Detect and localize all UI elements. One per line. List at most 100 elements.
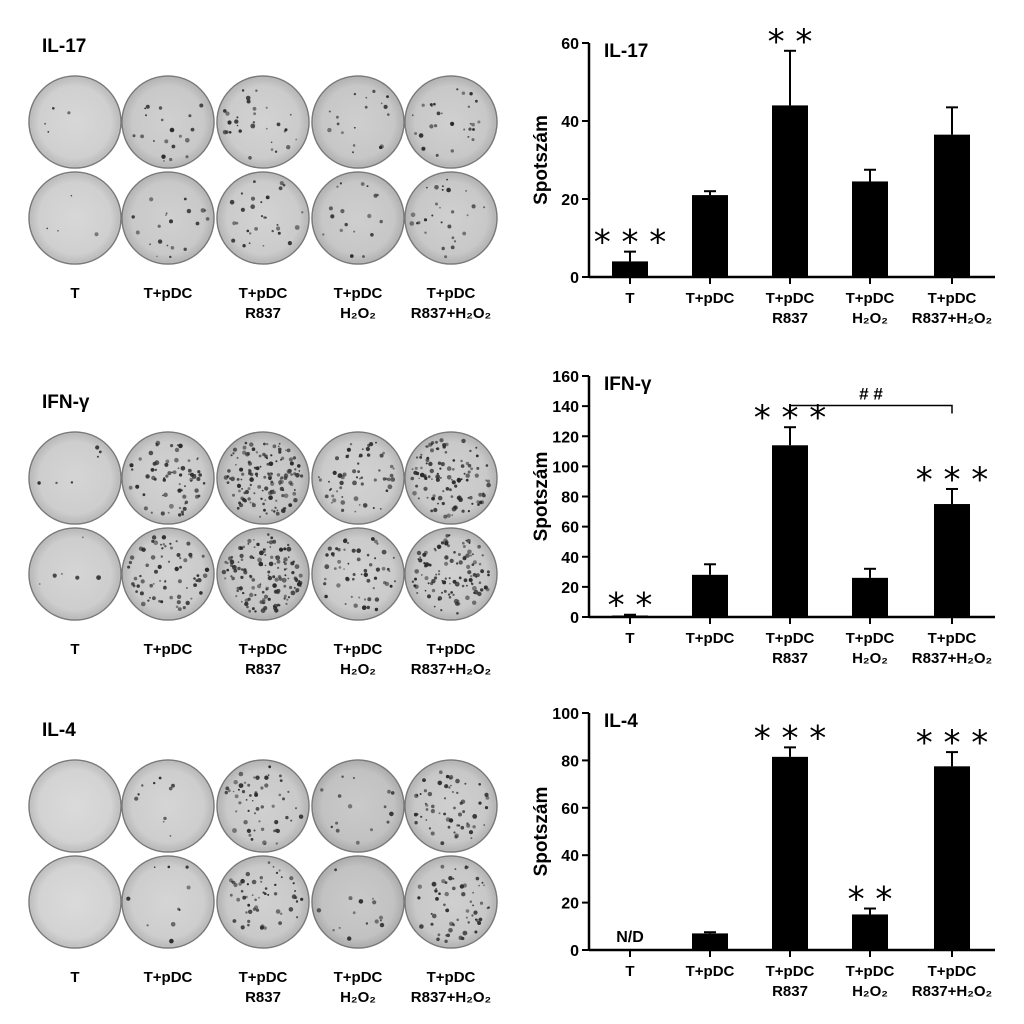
x-tick-label: H₂O₂ (852, 310, 888, 327)
plate-column-label: R837+H₂O₂ (411, 989, 491, 1006)
y-tick-label: 60 (561, 801, 579, 818)
y-tick-label: 40 (561, 550, 579, 567)
plate-column-label: R837 (245, 661, 281, 678)
elispot-plates: IL-17 T T+pDC T+pDC R837 T+pDC H₂O₂ T+pDC R837+H… (28, 36, 498, 1006)
bar (772, 105, 808, 278)
significance-marker: * * (608, 586, 653, 626)
plate-panel: IL-4 T T+pDC T+pDC R837 T+pDC H₂O₂ T+pDC R837+H₂… (28, 720, 498, 1006)
x-tick-label: T+pDC (928, 290, 977, 307)
bar (852, 181, 888, 277)
y-axis-label: Spotszám (531, 787, 552, 877)
in-plot-label: N/D (616, 929, 644, 946)
significance-marker: * * * (916, 723, 989, 763)
x-tick-label: T+pDC (846, 630, 895, 647)
plate-column-label: R837+H₂O₂ (411, 661, 491, 678)
y-tick-label: 140 (552, 399, 579, 416)
plate-column-label: R837+H₂O₂ (411, 305, 491, 322)
x-tick-label: H₂O₂ (852, 983, 888, 1000)
y-tick-label: 0 (570, 610, 579, 627)
plate-column-label: T+pDC (334, 969, 383, 986)
significance-marker: * * * (916, 460, 989, 500)
significance-marker: * * * (754, 398, 827, 438)
bar-chart: 0 20 40 60 80 100 Spotszám IL-4 N/D T T+pDC * * * T+… (531, 706, 995, 1000)
x-tick-label: R837 (772, 650, 808, 667)
significance-marker: * * (768, 22, 813, 62)
x-tick-label: T (625, 963, 634, 980)
y-tick-label: 20 (561, 192, 579, 209)
x-tick-label: T+pDC (766, 630, 815, 647)
y-tick-label: 0 (570, 270, 579, 287)
x-tick-label: R837 (772, 310, 808, 327)
x-tick-label: T+pDC (766, 963, 815, 980)
y-tick-label: 40 (561, 114, 579, 131)
x-tick-label: H₂O₂ (852, 650, 888, 667)
bar (772, 756, 808, 950)
x-tick-label: T+pDC (846, 290, 895, 307)
plate-column-label: T+pDC (239, 641, 288, 658)
plate-column-label: T+pDC (427, 285, 476, 302)
bar (612, 615, 648, 617)
chart-title: IL-17 (604, 41, 648, 62)
plate-panel: IL-17 T T+pDC T+pDC R837 T+pDC H₂O₂ T+pDC R837+H… (28, 36, 498, 322)
x-tick-label: T (625, 290, 634, 307)
significance-bracket (789, 404, 953, 414)
x-tick-label: T+pDC (686, 290, 735, 307)
bar (852, 577, 888, 617)
y-tick-label: 160 (552, 369, 579, 386)
x-tick-label: T (625, 630, 634, 647)
plate-column-label: H₂O₂ (340, 989, 376, 1006)
bar (934, 766, 970, 950)
bar (934, 504, 970, 617)
y-tick-label: 20 (561, 580, 579, 597)
plate-panel-title: IL-17 (42, 36, 86, 57)
plate-column-label: T+pDC (334, 641, 383, 658)
bar (612, 261, 648, 277)
bar (934, 134, 970, 277)
bar (692, 933, 728, 950)
x-tick-label: T+pDC (846, 963, 895, 980)
x-tick-label: R837+H₂O₂ (912, 650, 992, 667)
plate-panel-title: IL-4 (42, 720, 76, 741)
bar (692, 574, 728, 617)
y-axis-label: Spotszám (531, 452, 552, 542)
x-tick-label: R837+H₂O₂ (912, 983, 992, 1000)
y-tick-label: 40 (561, 848, 579, 865)
plate-column-label: T+pDC (427, 641, 476, 658)
plate-column-label: T (70, 641, 79, 658)
plate-column-label: T+pDC (427, 969, 476, 986)
bar (692, 195, 728, 277)
x-tick-label: T+pDC (928, 630, 977, 647)
plate-column-label: T+pDC (239, 285, 288, 302)
significance-marker: * * * (754, 718, 827, 758)
y-tick-label: 60 (561, 520, 579, 537)
chart-title: IL-4 (604, 711, 638, 732)
x-tick-label: R837+H₂O₂ (912, 310, 992, 327)
y-tick-label: 80 (561, 490, 579, 507)
significance-marker: * * (848, 880, 893, 920)
x-tick-label: T+pDC (686, 963, 735, 980)
plate-column-label: T+pDC (144, 285, 193, 302)
x-tick-label: R837 (772, 983, 808, 1000)
y-tick-label: 120 (552, 429, 579, 446)
plate-column-label: T+pDC (144, 641, 193, 658)
plate-column-label: R837 (245, 305, 281, 322)
bracket-label: # # (859, 385, 883, 404)
y-axis-label: Spotszám (531, 115, 552, 205)
x-tick-label: T+pDC (766, 290, 815, 307)
x-tick-label: T+pDC (928, 963, 977, 980)
y-tick-label: 100 (552, 706, 579, 723)
plate-column-label: R837 (245, 989, 281, 1006)
plate-panel: IFN-γ T T+pDC T+pDC R837 T+pDC H₂O₂ T+pDC R837+H… (28, 392, 498, 678)
x-tick-label: T+pDC (686, 630, 735, 647)
y-tick-label: 60 (561, 36, 579, 53)
bar (772, 445, 808, 617)
chart-title: IFN-γ (604, 374, 652, 395)
significance-marker: * * * (594, 223, 667, 263)
y-tick-label: 20 (561, 896, 579, 913)
plate-column-label: T (70, 969, 79, 986)
plate-column-label: T+pDC (239, 969, 288, 986)
plate-column-label: H₂O₂ (340, 305, 376, 322)
plate-column-label: T+pDC (334, 285, 383, 302)
plate-column-label: T (70, 285, 79, 302)
